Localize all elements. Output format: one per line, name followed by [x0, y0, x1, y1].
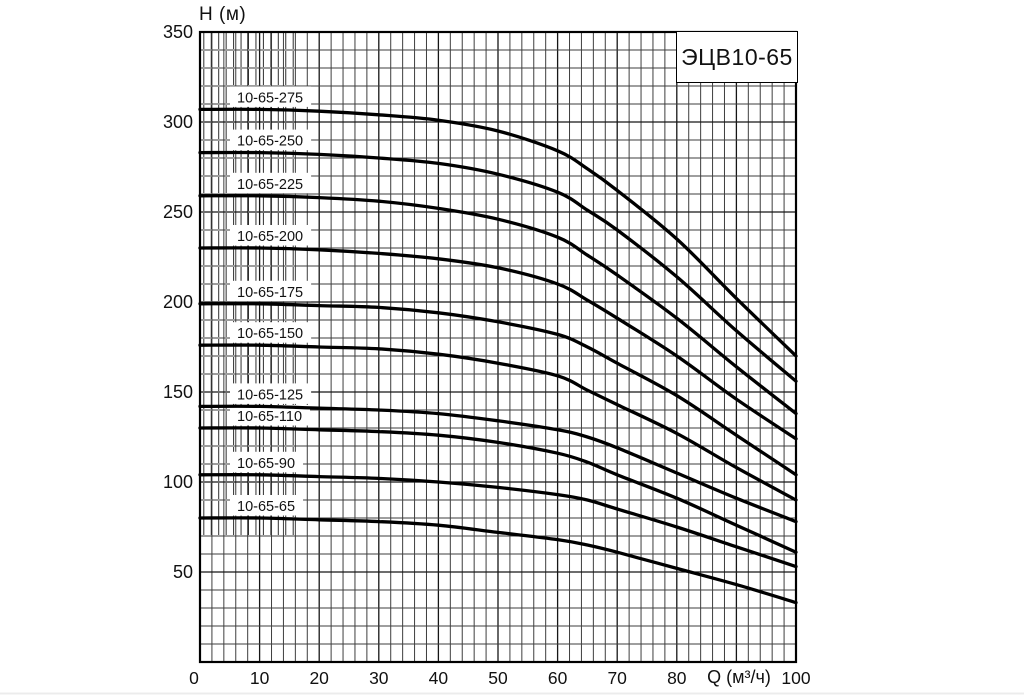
- x-tick-label-0: 0: [189, 668, 199, 688]
- curve-label-bg: [230, 129, 312, 151]
- x-tick-label-100: 100: [781, 668, 810, 688]
- plot-border: [198, 30, 798, 664]
- axis-tick-labels: 0 10 20 30 40 50 60 70 80 100 50 100 150 200 250 300 350: [163, 22, 811, 688]
- y-tick-label-50: 50: [173, 562, 193, 582]
- dense-tick-row: [203, 69, 294, 85]
- dense-tick-row: [203, 33, 294, 49]
- curve-label-10-65-200: 10-65-200: [237, 229, 303, 245]
- x-tick-label-70: 70: [607, 668, 627, 688]
- pump-curve-10-65-225: [198, 194, 798, 416]
- x-tick-label-30: 30: [369, 668, 389, 688]
- curve-labels: 10-65-275 10-65-250 10-65-225 10-65-200 10-6…: [237, 90, 303, 515]
- curve-label-10-65-250: 10-65-250: [237, 134, 303, 150]
- curve-label-10-65-110: 10-65-110: [237, 409, 302, 425]
- curve-label-bg: [230, 495, 304, 516]
- curve-label-bg: [230, 322, 312, 343]
- x-tick-label-80: 80: [667, 668, 687, 688]
- curve-label-bg: [230, 86, 312, 107]
- x-tick-label-50: 50: [488, 668, 508, 688]
- y-tick-label-300: 300: [163, 112, 193, 132]
- x-tick-label-20: 20: [309, 668, 329, 688]
- curve-label-10-65-65: 10-65-65: [237, 499, 295, 515]
- dense-tick-row: [203, 519, 294, 535]
- curve-label-bg: [230, 280, 312, 302]
- y-tick-label-250: 250: [163, 202, 193, 222]
- curve-label-bg: [230, 451, 304, 473]
- curve-label-bg: [230, 383, 312, 404]
- x-tick-label-60: 60: [548, 668, 568, 688]
- curve-label-bg: [230, 172, 312, 194]
- dense-tick-row: [203, 159, 294, 175]
- curve-label-10-65-150: 10-65-150: [237, 326, 303, 342]
- dense-tick-row: [203, 429, 294, 445]
- curve-label-10-65-90: 10-65-90: [237, 456, 295, 472]
- pump-curve-10-65-175: [198, 302, 798, 477]
- chart-title-box: ЭЦВ10-65: [676, 31, 798, 83]
- curve-label-bg: [230, 405, 311, 426]
- curve-label-bg: [230, 225, 312, 246]
- curve-label-backgrounds: [230, 86, 312, 516]
- pump-curve-10-65-275: [198, 107, 798, 358]
- pump-curve-10-65-90: [198, 473, 798, 569]
- curve-label-10-65-125: 10-65-125: [237, 387, 303, 403]
- x-axis-title: Q (м³/ч): [707, 667, 771, 687]
- dense-tick-row: [203, 51, 294, 67]
- dense-tick-row: [203, 357, 294, 373]
- y-tick-label-100: 100: [163, 472, 193, 492]
- y-tick-label-150: 150: [163, 382, 193, 402]
- pump-curve-10-65-200: [198, 246, 798, 441]
- pump-curve-10-65-110: [198, 426, 798, 554]
- curve-label-10-65-175: 10-65-175: [237, 285, 303, 301]
- curve-label-10-65-225: 10-65-225: [237, 177, 303, 193]
- pump-curve-10-65-65: [198, 516, 798, 605]
- y-axis-title: H (м): [199, 4, 247, 25]
- dense-tick-row: [203, 267, 294, 283]
- x-tick-label-10: 10: [250, 668, 270, 688]
- curve-label-10-65-275: 10-65-275: [237, 90, 303, 106]
- pump-curve-10-65-125: [198, 404, 798, 524]
- x-tick-label-40: 40: [429, 668, 449, 688]
- scan-artifact-line: [0, 692, 1024, 695]
- dense-tick-row: [203, 249, 294, 265]
- pump-curve-10-65-150: [198, 343, 798, 502]
- y-tick-label-200: 200: [163, 292, 193, 312]
- dense-tick-row: [203, 105, 294, 121]
- y-tick-label-350: 350: [163, 22, 193, 42]
- curves: [198, 107, 798, 605]
- dense-tick-row: [203, 303, 294, 319]
- pump-curve-10-65-250: [198, 150, 798, 383]
